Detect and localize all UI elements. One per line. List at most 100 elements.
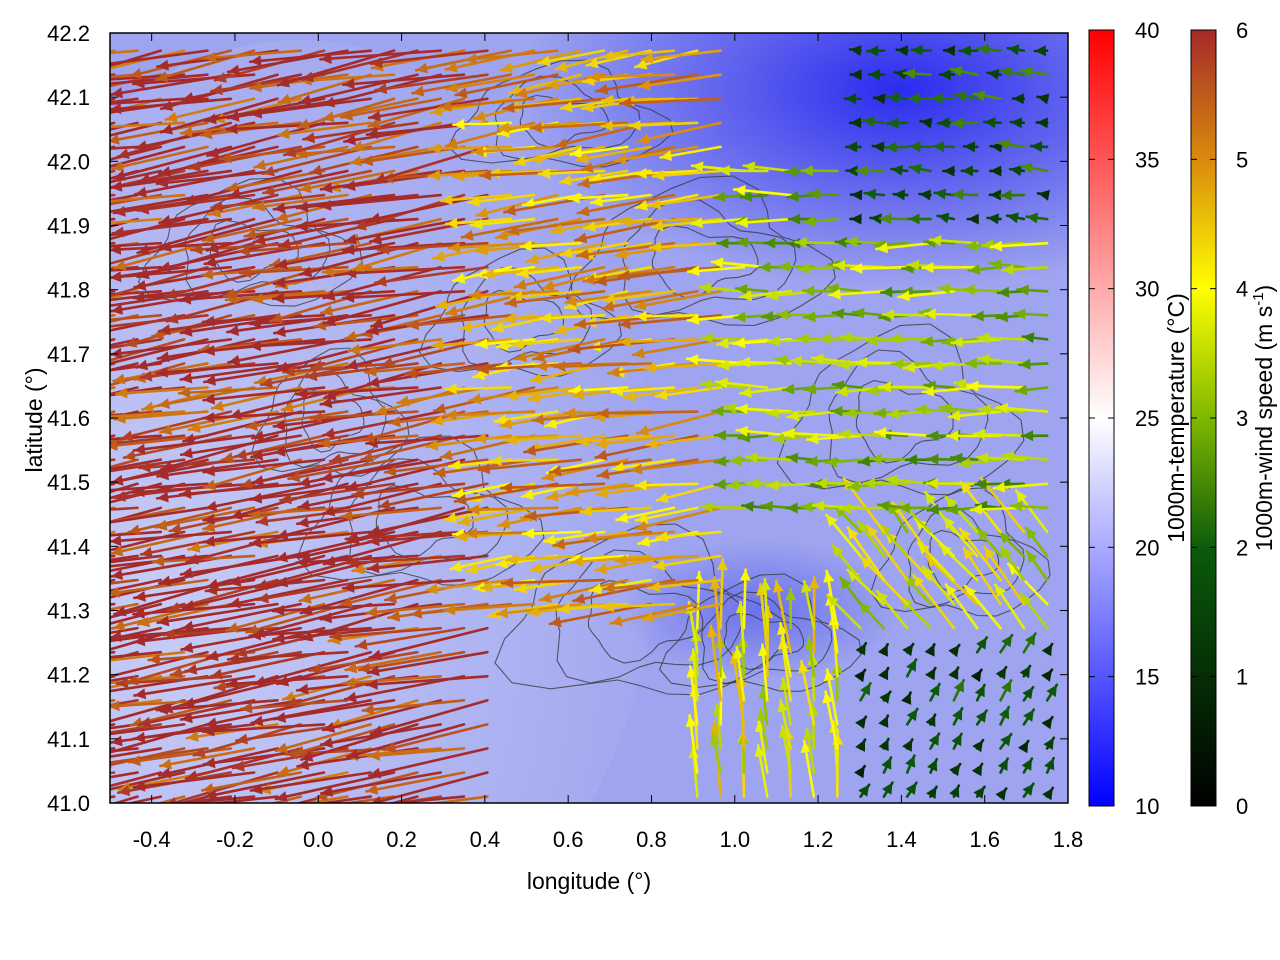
wind-arrow (295, 386, 419, 400)
wind-arrow (200, 771, 303, 794)
wind-arrow (839, 576, 862, 606)
wind-arrow (849, 213, 862, 225)
wind-arrow (1006, 562, 1049, 606)
wind-arrow (179, 362, 303, 384)
wind-arrow (995, 665, 1008, 680)
wind-arrow (713, 429, 746, 441)
wind-arrow (716, 359, 769, 371)
wind-arrow (976, 44, 1002, 55)
wind-arrow (995, 402, 1049, 414)
wind-arrow (878, 213, 909, 225)
wind-arrow (833, 504, 862, 534)
wind-arrow (650, 217, 722, 232)
wind-arrow (302, 121, 419, 144)
wind-arrow (952, 678, 965, 702)
wind-arrow (529, 145, 606, 164)
wind-arrow (542, 530, 606, 546)
wind-arrow (957, 457, 1002, 469)
wind-arrow (609, 602, 699, 627)
wind-arrow (500, 577, 606, 589)
wind-arrow (295, 193, 419, 213)
wind-arrow (1020, 430, 1049, 442)
wind-arrow (587, 71, 676, 83)
wind-arrow (506, 217, 606, 236)
wind-arrow (738, 386, 792, 398)
wind-arrow (973, 785, 986, 799)
wind-arrow (999, 732, 1013, 750)
wind-arrow (849, 263, 909, 274)
wind-arrow (848, 45, 862, 57)
wind-arrow (989, 240, 1049, 252)
wind-arrow (633, 289, 722, 311)
wind-arrow (558, 169, 629, 186)
temperature-tick-label: 30 (1135, 277, 1159, 302)
wind-arrow (294, 795, 326, 803)
wind-arrow (563, 289, 652, 307)
wind-arrow (962, 141, 979, 153)
wind-arrow (226, 650, 349, 665)
wind-arrow (588, 578, 652, 595)
wind-arrow (360, 434, 466, 463)
wind-arrow (892, 189, 909, 201)
wind-arrow (110, 674, 139, 683)
wind-arrow (928, 235, 979, 246)
wind-arrow (136, 217, 256, 255)
wind-arrow (178, 482, 303, 499)
wind-arrow (777, 699, 792, 750)
wind-arrow (897, 289, 956, 302)
wind-arrow (928, 732, 941, 750)
wind-arrow (225, 121, 349, 135)
wind-arrow (559, 241, 629, 259)
wind-arrow (579, 505, 652, 517)
wind-speed-colorbar: 0 1 2 3 4 5 6 1000m-wind speed (m s-1) (1190, 18, 1277, 819)
wind-arrow (110, 169, 163, 184)
wind-arrow (867, 69, 886, 81)
wind-arrow (110, 49, 163, 68)
wind-arrow (541, 265, 629, 291)
wind-arrow (569, 145, 629, 159)
wind-arrow (404, 362, 512, 379)
wind-arrow (318, 193, 443, 211)
wind-label-superscript: -1 (1250, 292, 1267, 305)
wind-arrow (999, 705, 1011, 726)
wind-arrow (865, 45, 886, 57)
wind-arrow (879, 690, 892, 704)
wind-arrow (548, 602, 652, 628)
wind-arrow (438, 97, 536, 112)
wind-arrow (110, 145, 186, 168)
wind-arrow (1022, 685, 1035, 702)
wind-arrow (110, 434, 186, 445)
wind-arrow (341, 289, 466, 303)
wind-arrow (858, 783, 871, 798)
wind-arrow (594, 434, 676, 449)
wind-arrow (1008, 165, 1026, 176)
y-tick-label: 41.8 (47, 278, 90, 303)
wind-arrow (613, 145, 699, 165)
y-tick-label: 41.7 (47, 342, 90, 367)
wind-arrow (925, 666, 937, 681)
wind-arrow (1016, 284, 1049, 296)
x-tick-label: 0.4 (470, 827, 501, 852)
wind-arrow (1041, 668, 1054, 682)
wind-arrow (779, 677, 792, 726)
wind-arrow (110, 289, 186, 302)
wind-arrow (272, 193, 396, 214)
wind-arrow (460, 217, 559, 241)
wind-arrow (739, 568, 751, 630)
wind-arrow (805, 433, 862, 445)
temperature-tick-label: 20 (1135, 535, 1159, 560)
wind-arrow (786, 410, 839, 422)
wind-arrow (754, 743, 769, 798)
wind-arrow (374, 73, 489, 95)
wind-arrow (647, 578, 722, 593)
x-tick-label: 1.6 (969, 827, 1000, 852)
wind-arrow (466, 193, 536, 207)
wind-arrow (137, 458, 256, 473)
x-tick-label: 1.8 (1053, 827, 1084, 852)
wind-arrow (180, 626, 303, 653)
wind-arrow (110, 506, 116, 510)
contour-line (447, 59, 674, 168)
wind-speed-tick-label: 3 (1236, 406, 1248, 431)
wind-arrow (110, 145, 163, 161)
wind-arrow (634, 310, 699, 322)
